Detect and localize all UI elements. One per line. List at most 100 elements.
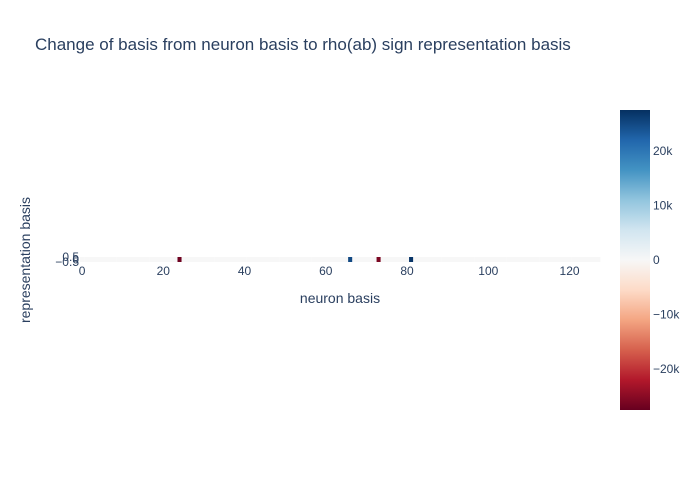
heatmap-cell — [319, 257, 325, 262]
x-tick-label: 60 — [319, 264, 333, 278]
heatmap-cell — [173, 257, 178, 262]
heatmap-cell — [270, 257, 276, 262]
heatmap-cell — [368, 257, 373, 262]
heatmap-cell — [291, 257, 296, 262]
heatmap-cell — [510, 257, 515, 262]
heatmap-cell — [470, 257, 475, 262]
heatmap-cell — [437, 257, 442, 262]
heatmap-cell — [169, 257, 174, 262]
heatmap-cell — [335, 257, 341, 262]
heatmap-cell — [376, 257, 381, 262]
heatmap-cell — [80, 257, 85, 262]
heatmap-cell — [465, 257, 471, 262]
x-tick-label: 20 — [157, 264, 171, 278]
y-axis-title: representation basis — [17, 197, 33, 323]
heatmap-cell — [494, 257, 499, 262]
heatmap-cell — [287, 257, 292, 262]
heatmap-cell — [128, 257, 134, 262]
heatmap-cell — [222, 257, 227, 262]
heatmap-cell — [327, 257, 333, 262]
x-tick-label: 100 — [478, 264, 498, 278]
heatmap-cell — [478, 257, 483, 262]
heatmap-cell — [559, 257, 564, 262]
heatmap-cell — [238, 257, 243, 262]
colorbar-tick-label: −10k — [653, 308, 680, 322]
heatmap-cell — [567, 257, 572, 262]
heatmap-cell — [490, 257, 495, 262]
heatmap-cell — [185, 257, 190, 262]
plot-area — [80, 257, 601, 262]
heatmap-cell — [323, 257, 329, 262]
heatmap-cell — [214, 257, 219, 262]
heatmap-cell — [457, 257, 463, 262]
heatmap-cell — [258, 257, 264, 262]
x-axis-title: neuron basis — [300, 290, 380, 306]
heatmap-cell — [348, 257, 353, 262]
heatmap-cell — [364, 257, 369, 262]
heatmap-cell — [193, 257, 199, 262]
heatmap-cell — [230, 257, 235, 262]
heatmap-cell — [120, 257, 125, 262]
heatmap-cell — [262, 257, 268, 262]
heatmap-cell — [149, 257, 154, 262]
colorbar-tick-label: 0 — [653, 253, 660, 267]
heatmap-cell — [591, 257, 597, 262]
heatmap-cell — [92, 257, 97, 262]
heatmap-cell — [486, 257, 491, 262]
heatmap-cell — [177, 257, 182, 262]
heatmap-cell — [380, 257, 385, 262]
heatmap-cell — [266, 257, 272, 262]
heatmap-cell — [283, 257, 288, 262]
heatmap-cell — [299, 257, 304, 262]
heatmap-cell — [555, 257, 560, 262]
heatmap-cell — [157, 257, 162, 262]
heatmap-cell — [392, 257, 398, 262]
heatmap-cell — [453, 257, 459, 262]
heatmap-cell — [433, 257, 438, 262]
heatmap-cell — [344, 257, 349, 262]
heatmap-cell — [250, 257, 255, 262]
x-tick-label: 80 — [400, 264, 414, 278]
heatmap-cell — [140, 257, 146, 262]
heatmap-cell — [311, 257, 316, 262]
heatmap-cell — [400, 257, 406, 262]
heatmap-cell — [226, 257, 231, 262]
heatmap-cell — [445, 257, 450, 262]
colorbar-ticks: 20k 10k 0 −10k −20k — [653, 144, 680, 376]
colorbar-tick-label: −20k — [653, 362, 680, 376]
heatmap-cell — [522, 257, 528, 262]
heatmap-cell — [571, 257, 576, 262]
heatmap-cell — [331, 257, 337, 262]
heatmap-cell — [210, 257, 215, 262]
heatmap-cell — [307, 257, 312, 262]
heatmap-cell — [498, 257, 503, 262]
heatmap-cell — [482, 257, 487, 262]
heatmap-cell — [112, 257, 117, 262]
heatmap-cell — [575, 257, 580, 262]
x-tick-label: 120 — [560, 264, 580, 278]
heatmap-cell — [530, 257, 536, 262]
heatmap-cell — [352, 257, 357, 262]
heatmap-cell — [396, 257, 402, 262]
heatmap-cell — [100, 257, 105, 262]
heatmap-cell — [181, 257, 186, 262]
colorbar — [620, 110, 650, 410]
heatmap-cell — [132, 257, 138, 262]
heatmap-cell — [153, 257, 158, 262]
heatmap-cell — [449, 257, 455, 262]
heatmap-cell — [535, 257, 540, 262]
heatmap-cell — [417, 257, 422, 262]
heatmap-cell — [425, 257, 430, 262]
heatmap-cell — [254, 257, 260, 262]
heatmap-cell — [96, 257, 101, 262]
heatmap-cell — [563, 257, 568, 262]
x-tick-label: 0 — [79, 264, 86, 278]
heatmap-cell — [474, 257, 479, 262]
heatmap-cell — [246, 257, 251, 262]
heatmap-cell — [136, 257, 142, 262]
heatmap-cell — [413, 257, 418, 262]
y-axis-ticks: −0.500.5 — [55, 250, 79, 269]
heatmap-cell — [189, 257, 195, 262]
heatmap-cell — [161, 257, 166, 262]
